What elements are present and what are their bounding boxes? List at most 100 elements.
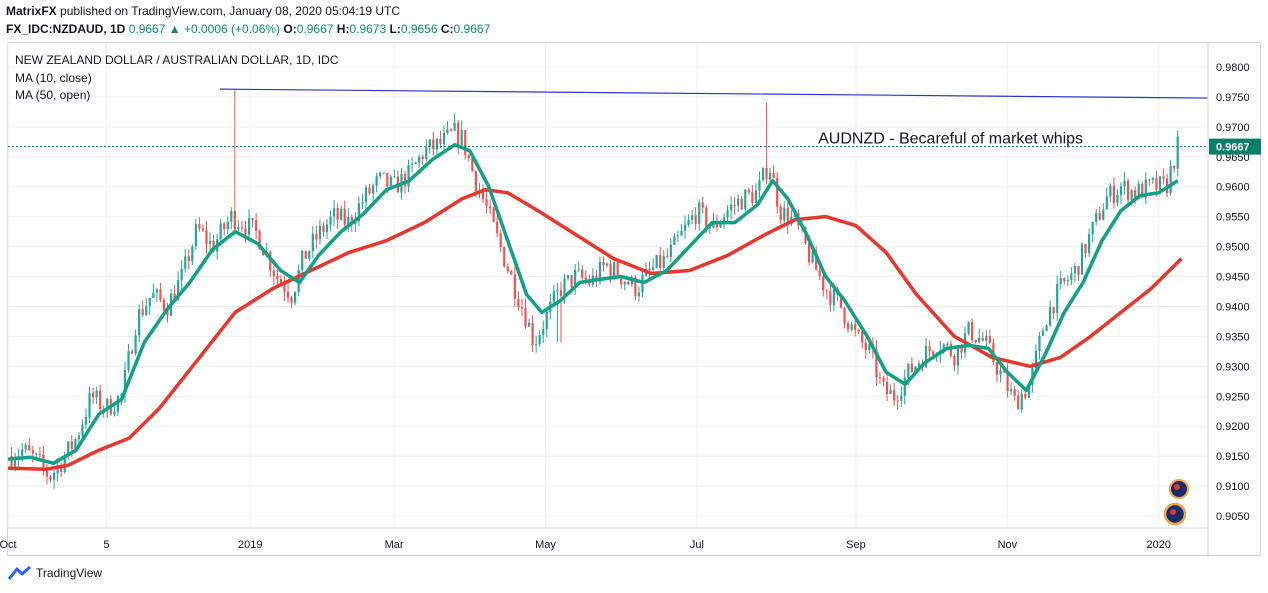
candle-body: [772, 172, 775, 179]
candle-body: [885, 381, 889, 395]
candle-body: [63, 456, 66, 472]
candle-body: [535, 343, 538, 345]
candle-body: [637, 292, 641, 297]
candle-body: [917, 363, 921, 367]
time-tick-label: Nov: [998, 539, 1018, 551]
candle-body: [113, 411, 116, 415]
candle-body: [255, 219, 258, 231]
candle-body: [1084, 244, 1087, 254]
candle-body: [556, 290, 559, 292]
candle-body: [364, 187, 368, 203]
candle-body: [680, 230, 683, 236]
candle-body: [1034, 350, 1038, 369]
candle-body: [726, 210, 729, 218]
candle-body: [953, 355, 956, 366]
candle-body: [942, 344, 945, 351]
candle-body: [418, 156, 421, 163]
candle-body: [655, 255, 658, 268]
price-tick-label: 0.9050: [1216, 511, 1250, 523]
price-tick-label: 0.9200: [1216, 421, 1250, 433]
candle-body: [1073, 266, 1077, 274]
candle-body: [279, 279, 283, 284]
candle-body: [177, 280, 180, 301]
candle-body: [864, 342, 867, 351]
candle-body: [729, 204, 733, 211]
candle-body: [1059, 277, 1062, 285]
candle-body: [180, 268, 183, 281]
candle-body: [485, 199, 488, 207]
candle-body: [145, 306, 148, 315]
candle-body: [861, 331, 864, 343]
candle-body: [95, 390, 98, 398]
candle-body: [1173, 166, 1176, 169]
candle-body: [524, 308, 527, 327]
candle-body: [333, 208, 336, 217]
tradingview-logo[interactable]: TradingView: [8, 566, 102, 580]
candle-body: [517, 298, 520, 308]
ma50-legend: MA (50, open): [15, 88, 90, 102]
change-arrow: ▲: [168, 22, 181, 36]
price-tick-label: 0.9400: [1216, 301, 1250, 313]
candle-body: [403, 173, 407, 187]
price-tick-label: 0.9500: [1216, 242, 1250, 254]
candle-body: [77, 435, 80, 440]
low-label: L:: [389, 22, 401, 36]
price-tick-label: 0.9700: [1216, 122, 1250, 134]
candle-body: [1088, 234, 1091, 254]
candle-body: [198, 224, 201, 229]
candle-body: [832, 289, 835, 305]
candle-body: [924, 345, 928, 368]
candle-body: [995, 362, 999, 375]
candle-body: [81, 424, 84, 436]
candle-body: [308, 250, 311, 259]
candle-body: [379, 172, 382, 177]
candle-body: [1013, 389, 1016, 396]
time-tick-label: 2019: [238, 539, 262, 551]
candle-body: [432, 139, 435, 150]
time-tick-label: 2020: [1147, 539, 1171, 551]
candle-body: [1158, 176, 1162, 190]
candle-body: [527, 322, 531, 327]
price-tick-label: 0.9250: [1216, 391, 1250, 403]
candle-body: [1056, 284, 1059, 313]
candle-body: [584, 277, 587, 280]
candle-body: [1006, 372, 1009, 392]
candle-body: [1102, 209, 1105, 220]
price-tag-label: 0.9667: [1216, 142, 1250, 154]
tradingview-brand: TradingView: [36, 566, 103, 580]
candle-body: [205, 230, 208, 244]
candle-body: [747, 189, 750, 193]
candle-body: [1070, 273, 1073, 281]
candle-body: [754, 190, 758, 203]
candle-body: [106, 399, 109, 410]
candle-body: [531, 322, 534, 345]
candle-body: [776, 178, 779, 207]
candle-body: [439, 138, 442, 145]
publisher-name: MatrixFX: [6, 4, 57, 18]
candle-body: [843, 307, 846, 324]
candle-body: [315, 233, 318, 240]
candle-body: [56, 465, 59, 473]
candle-body: [744, 189, 747, 210]
candle-body: [740, 198, 743, 210]
candle-body: [903, 377, 906, 396]
candle-body: [807, 243, 811, 263]
candle-body: [666, 255, 669, 257]
candle-body: [99, 390, 102, 409]
candle-body: [1109, 185, 1112, 197]
candle-body: [187, 256, 190, 262]
price-tick-label: 0.9600: [1216, 182, 1250, 194]
candle-body: [967, 321, 970, 334]
symbol-label: FX_IDC:NZDAUD, 1D: [6, 22, 126, 36]
candle-body: [219, 223, 222, 240]
candle-body: [421, 156, 424, 160]
candle-body: [882, 377, 885, 382]
candle-body: [13, 459, 17, 467]
candle-body: [1095, 213, 1098, 222]
candle-body: [538, 334, 541, 344]
candle-body: [1017, 395, 1020, 410]
candle-body: [60, 465, 63, 472]
candle-body: [914, 366, 917, 372]
candle-body: [442, 132, 446, 145]
